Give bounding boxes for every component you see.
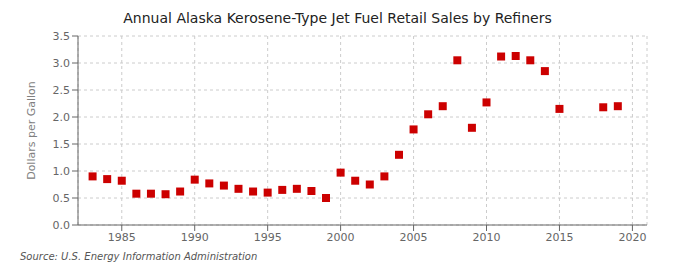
svg-text:3.5: 3.5 bbox=[53, 30, 71, 43]
svg-text:1995: 1995 bbox=[254, 231, 282, 244]
svg-text:1985: 1985 bbox=[108, 231, 136, 244]
svg-text:1.5: 1.5 bbox=[53, 138, 71, 151]
svg-text:3.0: 3.0 bbox=[53, 57, 71, 70]
svg-text:1.0: 1.0 bbox=[53, 165, 71, 178]
svg-text:2010: 2010 bbox=[473, 231, 501, 244]
svg-text:2.0: 2.0 bbox=[53, 111, 71, 124]
svg-text:2000: 2000 bbox=[327, 231, 355, 244]
svg-text:Dollars per Gallon: Dollars per Gallon bbox=[25, 81, 38, 180]
svg-text:2.5: 2.5 bbox=[53, 84, 71, 97]
svg-text:0.5: 0.5 bbox=[53, 192, 71, 205]
svg-text:2015: 2015 bbox=[545, 231, 573, 244]
svg-text:1990: 1990 bbox=[181, 231, 209, 244]
svg-text:2005: 2005 bbox=[400, 231, 428, 244]
svg-text:2020: 2020 bbox=[618, 231, 646, 244]
html-text:Annual Alaska Kerosene-Type Je: Annual Alaska Kerosene-Type Jet Fuel Ret… bbox=[123, 10, 552, 26]
html-text:Source: U.S. Energy Informatio: Source: U.S. Energy Information Administ… bbox=[20, 251, 258, 262]
svg-text:0.0: 0.0 bbox=[53, 219, 71, 232]
